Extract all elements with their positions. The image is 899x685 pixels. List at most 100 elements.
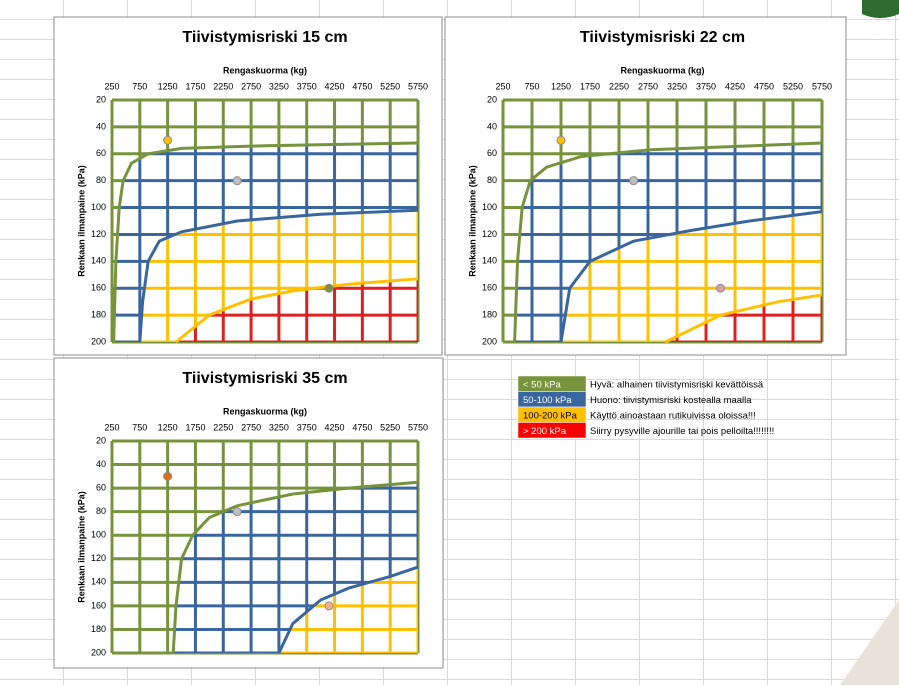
x-tick-label: 3750 xyxy=(297,422,317,432)
x-tick-label: 250 xyxy=(104,422,119,432)
y-tick-label: 20 xyxy=(96,94,106,104)
x-tick-label: 1250 xyxy=(158,81,178,91)
x-tick-label: 750 xyxy=(132,81,147,91)
y-tick-label: 200 xyxy=(91,647,106,657)
data-point xyxy=(232,176,242,186)
legend-label: > 200 kPa xyxy=(523,426,567,437)
x-tick-label: 1250 xyxy=(158,422,178,432)
data-point xyxy=(163,471,173,481)
x-axis-label: Rengaskuorma (kg) xyxy=(223,406,307,416)
legend-swatch xyxy=(517,422,587,439)
y-tick-label: 40 xyxy=(487,121,497,131)
x-tick-label: 4750 xyxy=(352,81,372,91)
x-tick-label: 4250 xyxy=(725,81,745,91)
x-tick-label: 2750 xyxy=(241,422,261,432)
zone-boundary xyxy=(664,293,823,344)
y-tick-label: 180 xyxy=(91,309,106,319)
y-tick-label: 80 xyxy=(96,506,106,516)
y-tick-label: 140 xyxy=(482,256,497,266)
x-tick-label: 1750 xyxy=(185,81,205,91)
decoration xyxy=(840,600,899,685)
legend-text: Käyttö ainoastaan rutikuivissa oloissa!!… xyxy=(590,410,756,421)
chart-title: Tiivistymisriski 15 cm xyxy=(182,29,347,46)
y-tick-label: 180 xyxy=(482,309,497,319)
x-axis-label: Rengaskuorma (kg) xyxy=(223,65,307,75)
data-point xyxy=(556,135,566,145)
y-tick-label: 160 xyxy=(482,283,497,293)
y-tick-label: 100 xyxy=(91,530,106,540)
legend-label: 50-100 kPa xyxy=(523,395,572,406)
x-tick-label: 3250 xyxy=(269,81,289,91)
y-tick-label: 200 xyxy=(91,336,106,346)
x-tick-label: 4750 xyxy=(352,422,372,432)
logo xyxy=(862,0,899,18)
x-tick-label: 4250 xyxy=(325,422,345,432)
y-tick-label: 80 xyxy=(96,175,106,185)
legend-label: < 50 kPa xyxy=(523,379,561,390)
y-tick-label: 160 xyxy=(91,600,106,610)
x-tick-label: 4250 xyxy=(325,81,345,91)
y-tick-label: 80 xyxy=(487,175,497,185)
x-tick-label: 2750 xyxy=(241,81,261,91)
legend-text: Huono: tiivistymisriski kostealla maalla xyxy=(590,395,752,406)
zone-boundary xyxy=(171,480,419,654)
y-tick-label: 40 xyxy=(96,121,106,131)
y-tick-label: 120 xyxy=(482,229,497,239)
y-axis-label: Renkaan ilmanpaine (kPa) xyxy=(76,491,86,603)
y-tick-label: 120 xyxy=(91,229,106,239)
x-tick-label: 250 xyxy=(495,81,510,91)
zone-boundary xyxy=(513,141,823,343)
x-tick-label: 5250 xyxy=(380,422,400,432)
data-point xyxy=(716,283,725,293)
y-tick-label: 20 xyxy=(96,435,106,445)
data-point xyxy=(629,176,638,186)
x-tick-label: 3750 xyxy=(696,81,716,91)
x-tick-label: 5750 xyxy=(408,81,428,91)
y-tick-label: 100 xyxy=(91,202,106,212)
y-tick-label: 40 xyxy=(96,459,106,469)
y-tick-label: 180 xyxy=(91,624,106,634)
x-tick-label: 1750 xyxy=(185,422,205,432)
y-tick-label: 120 xyxy=(91,553,106,563)
y-tick-label: 60 xyxy=(96,482,106,492)
y-tick-label: 60 xyxy=(487,148,497,158)
y-axis-label: Renkaan ilmanpaine (kPa) xyxy=(76,165,86,277)
x-tick-label: 2250 xyxy=(213,422,233,432)
x-tick-label: 3250 xyxy=(667,81,687,91)
x-tick-label: 3250 xyxy=(269,422,289,432)
x-tick-label: 5250 xyxy=(380,81,400,91)
x-tick-label: 2250 xyxy=(213,81,233,91)
legend-text: Hyvä: alhainen tiivistymisriski kevättöi… xyxy=(590,379,764,390)
data-point xyxy=(324,283,334,293)
zone-boundary xyxy=(277,565,419,654)
x-tick-label: 1250 xyxy=(551,81,571,91)
y-tick-label: 100 xyxy=(482,202,497,212)
x-tick-label: 4750 xyxy=(754,81,774,91)
x-tick-label: 5250 xyxy=(783,81,803,91)
y-tick-label: 60 xyxy=(96,148,106,158)
y-tick-label: 200 xyxy=(482,336,497,346)
data-point xyxy=(232,507,242,517)
y-tick-label: 20 xyxy=(487,94,497,104)
y-axis-label: Renkaan ilmanpaine (kPa) xyxy=(467,165,477,277)
x-tick-label: 2750 xyxy=(638,81,658,91)
data-point xyxy=(324,601,334,611)
y-tick-label: 140 xyxy=(91,577,106,587)
x-tick-label: 750 xyxy=(132,422,147,432)
x-tick-label: 750 xyxy=(524,81,539,91)
y-tick-label: 160 xyxy=(91,283,106,293)
x-tick-label: 2250 xyxy=(609,81,629,91)
zone-boundary xyxy=(559,210,823,343)
y-tick-label: 140 xyxy=(91,256,106,266)
legend-label: 100-200 kPa xyxy=(523,410,578,421)
zone-boundary xyxy=(138,208,419,343)
x-tick-label: 3750 xyxy=(297,81,317,91)
x-tick-label: 1750 xyxy=(580,81,600,91)
zone-boundary xyxy=(112,141,419,343)
zone-boundary xyxy=(175,277,419,344)
chart-title: Tiivistymisriski 22 cm xyxy=(580,29,745,46)
x-tick-label: 5750 xyxy=(408,422,428,432)
x-tick-label: 250 xyxy=(104,81,119,91)
